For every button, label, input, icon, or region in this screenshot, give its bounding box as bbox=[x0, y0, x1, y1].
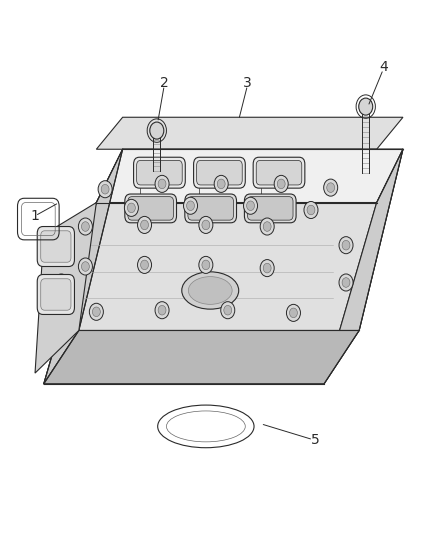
FancyBboxPatch shape bbox=[137, 160, 182, 185]
Polygon shape bbox=[96, 149, 403, 203]
Circle shape bbox=[89, 303, 103, 320]
Circle shape bbox=[277, 179, 285, 189]
FancyBboxPatch shape bbox=[244, 194, 296, 223]
Circle shape bbox=[339, 237, 353, 254]
Circle shape bbox=[78, 218, 92, 235]
Circle shape bbox=[57, 238, 65, 247]
FancyBboxPatch shape bbox=[194, 157, 245, 188]
Circle shape bbox=[339, 274, 353, 291]
Circle shape bbox=[221, 302, 235, 319]
Circle shape bbox=[187, 201, 194, 211]
Circle shape bbox=[138, 256, 152, 273]
Circle shape bbox=[78, 258, 92, 275]
Text: 2: 2 bbox=[160, 76, 169, 90]
Text: 4: 4 bbox=[379, 60, 388, 74]
Circle shape bbox=[260, 218, 274, 235]
Circle shape bbox=[202, 260, 210, 270]
Circle shape bbox=[54, 274, 68, 291]
Circle shape bbox=[263, 263, 271, 273]
Ellipse shape bbox=[188, 277, 232, 304]
Circle shape bbox=[57, 278, 65, 287]
Circle shape bbox=[290, 308, 297, 318]
Circle shape bbox=[260, 260, 274, 277]
FancyBboxPatch shape bbox=[256, 160, 302, 185]
Circle shape bbox=[101, 184, 109, 194]
Polygon shape bbox=[44, 149, 123, 384]
Circle shape bbox=[214, 175, 228, 192]
Polygon shape bbox=[96, 117, 403, 149]
Circle shape bbox=[184, 197, 198, 214]
FancyBboxPatch shape bbox=[37, 274, 74, 314]
Text: 3: 3 bbox=[243, 76, 252, 90]
Circle shape bbox=[138, 216, 152, 233]
FancyBboxPatch shape bbox=[188, 197, 233, 220]
Circle shape bbox=[307, 205, 315, 215]
Polygon shape bbox=[324, 149, 403, 384]
FancyBboxPatch shape bbox=[247, 197, 293, 220]
FancyBboxPatch shape bbox=[128, 197, 173, 220]
Circle shape bbox=[274, 175, 288, 192]
Circle shape bbox=[263, 222, 271, 231]
Polygon shape bbox=[44, 330, 359, 384]
FancyBboxPatch shape bbox=[37, 227, 74, 266]
Ellipse shape bbox=[182, 272, 239, 309]
Circle shape bbox=[158, 179, 166, 189]
Circle shape bbox=[202, 220, 210, 230]
Text: 5: 5 bbox=[311, 433, 320, 447]
Text: 1: 1 bbox=[31, 209, 39, 223]
Circle shape bbox=[155, 302, 169, 319]
Circle shape bbox=[324, 179, 338, 196]
FancyBboxPatch shape bbox=[253, 157, 305, 188]
Circle shape bbox=[141, 260, 148, 270]
Circle shape bbox=[304, 201, 318, 219]
FancyBboxPatch shape bbox=[197, 160, 242, 185]
Circle shape bbox=[342, 240, 350, 250]
Circle shape bbox=[141, 220, 148, 230]
Polygon shape bbox=[35, 203, 96, 373]
Circle shape bbox=[150, 122, 164, 139]
FancyBboxPatch shape bbox=[41, 279, 71, 310]
Circle shape bbox=[54, 234, 68, 251]
Circle shape bbox=[342, 278, 350, 287]
Circle shape bbox=[81, 222, 89, 231]
Circle shape bbox=[158, 305, 166, 315]
Polygon shape bbox=[44, 203, 377, 384]
Circle shape bbox=[247, 201, 254, 211]
Circle shape bbox=[199, 256, 213, 273]
Circle shape bbox=[217, 179, 225, 189]
FancyBboxPatch shape bbox=[125, 194, 177, 223]
Circle shape bbox=[244, 197, 258, 214]
FancyBboxPatch shape bbox=[185, 194, 237, 223]
FancyBboxPatch shape bbox=[134, 157, 185, 188]
Circle shape bbox=[124, 199, 138, 216]
Circle shape bbox=[327, 183, 335, 192]
Circle shape bbox=[92, 307, 100, 317]
Circle shape bbox=[127, 203, 135, 213]
Circle shape bbox=[286, 304, 300, 321]
Polygon shape bbox=[79, 149, 403, 330]
Circle shape bbox=[359, 98, 373, 115]
Circle shape bbox=[199, 216, 213, 233]
Circle shape bbox=[224, 305, 232, 315]
Circle shape bbox=[98, 181, 112, 198]
Circle shape bbox=[81, 262, 89, 271]
Circle shape bbox=[155, 175, 169, 192]
FancyBboxPatch shape bbox=[41, 231, 71, 262]
